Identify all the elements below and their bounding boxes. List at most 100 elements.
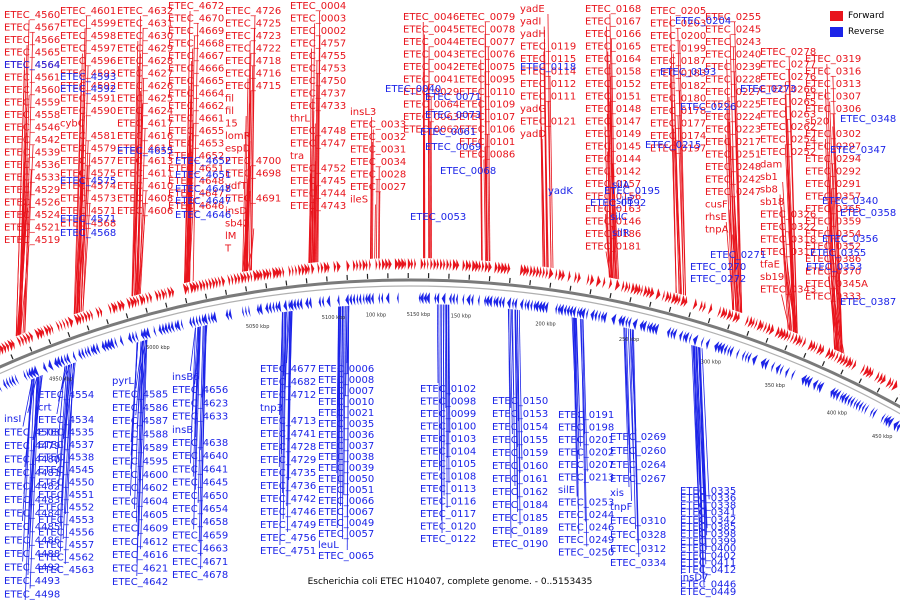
gene-label-reverse: ETEC_0006 (318, 364, 374, 375)
gene-label-forward: ETEC_4646 (168, 201, 224, 212)
reverse-connector (336, 306, 339, 474)
forward-gene-arrow (307, 263, 310, 276)
reverse-gene-arrow (161, 323, 166, 335)
reverse-gene-arrow (791, 369, 796, 381)
reverse-connector (696, 346, 705, 586)
gene-label-forward: ETEC_0043 (403, 50, 459, 61)
gene-label-forward: ETEC_4652 (168, 151, 224, 162)
gene-label-reverse: ETEC_4545 (38, 465, 94, 476)
reverse-gene-arrow (494, 295, 499, 308)
scale-label: 4950 kbp (49, 377, 73, 383)
reverse-gene-arrow (771, 361, 776, 373)
reverse-gene-arrow (654, 323, 660, 336)
forward-gene-arrow (82, 311, 88, 323)
forward-connector (192, 23, 199, 282)
gene-label-reverse: ETEC_0105 (420, 459, 476, 470)
forward-gene-arrow (336, 260, 341, 273)
gene-label-forward: ETEC_0278 (760, 47, 816, 58)
forward-gene-arrow (639, 284, 643, 297)
reverse-gene-arrow (744, 351, 750, 363)
gene-label-forward: ETEC_0044 (403, 37, 459, 48)
reverse-connector (194, 326, 201, 490)
gene-label-reverse: ETEC_4588 (112, 430, 168, 441)
forward-connector (80, 65, 89, 312)
forward-gene-arrow (670, 292, 677, 304)
forward-gene-arrow (443, 258, 446, 271)
scale-tick (727, 324, 730, 330)
reverse-gene-arrow (228, 308, 233, 321)
gene-label-reverse: ETEC_0153 (492, 409, 548, 420)
forward-gene-arrow (633, 283, 639, 295)
reverse-gene-arrow (198, 314, 202, 327)
reverse-gene-arrow (559, 303, 565, 316)
reverse-gene-arrow (538, 300, 543, 313)
reverse-connector (140, 339, 148, 550)
reverse-gene-arrow (195, 315, 199, 327)
forward-gene-arrow (646, 286, 651, 298)
forward-connector (76, 228, 85, 314)
reverse-connector (192, 327, 199, 411)
gene-label-forward: ETEC_4596 (60, 56, 116, 67)
forward-connector (788, 56, 798, 334)
forward-gene-arrow (401, 258, 406, 271)
reverse-gene-arrow (132, 331, 136, 343)
scale-tick (569, 285, 572, 291)
gene-label-reverse: ETEC_4641 (172, 464, 228, 475)
gene-label-forward: ETEC_0028 (350, 170, 406, 181)
reverse-connector (189, 327, 196, 372)
reverse-connector (288, 311, 292, 481)
reverse-gene-arrow (628, 316, 632, 329)
scale-tick (224, 289, 228, 295)
reverse-connector (336, 306, 340, 529)
forward-gene-arrow (833, 351, 839, 363)
reverse-gene-arrow (847, 395, 853, 407)
gene-label-forward: ETEC_0002 (290, 26, 346, 37)
reverse-gene-arrow (96, 342, 101, 354)
gene-label-forward: ETEC_4672 (168, 1, 224, 12)
gene-label-forward: ETEC_4626 (117, 81, 173, 92)
gene-label-forward: ETEC_4593 (60, 69, 116, 80)
forward-gene-arrow (888, 378, 894, 390)
forward-gene-arrow (561, 269, 565, 282)
forward-connector (313, 160, 316, 263)
gene-label-reverse: ETEC_4592 (60, 84, 116, 95)
gene-label-forward: ETEC_4519 (4, 235, 60, 246)
reverse-connector (193, 326, 200, 530)
reverse-gene-arrow (64, 353, 69, 366)
gene-label-forward: ETEC_4616 (117, 131, 173, 142)
scale-tick (707, 318, 711, 324)
gene-label-reverse: ETEC_4648 (175, 184, 231, 195)
forward-gene-arrow (230, 273, 234, 286)
forward-connector (673, 128, 680, 294)
reverse-gene-arrow (277, 300, 282, 313)
reverse-gene-arrow (441, 292, 446, 305)
reverse-gene-arrow (804, 375, 811, 387)
gene-label-forward: ETEC_4542 (4, 135, 60, 146)
gene-label-reverse: ETEC_0057 (318, 529, 374, 540)
gene-label-forward: ETEC_0203 (650, 19, 706, 30)
gene-label-forward: ETEC_4565 (4, 48, 60, 59)
forward-gene-arrow (126, 297, 131, 310)
gene-label-reverse: ETEC_4735 (260, 468, 316, 479)
gene-label-reverse: insB (172, 425, 193, 436)
forward-connector (787, 269, 797, 334)
reverse-gene-arrow (225, 308, 230, 321)
forward-gene-arrow (768, 323, 774, 336)
forward-gene-arrow (201, 279, 206, 291)
scale-tick (858, 378, 862, 384)
gene-label-forward: thrL (290, 114, 310, 125)
gene-label-reverse: ETEC_0161 (492, 474, 548, 485)
forward-gene-arrow (845, 356, 852, 368)
forward-gene-arrow (407, 258, 412, 271)
gene-label-reverse: ETEC_0073 (425, 110, 481, 121)
gene-label-reverse: tnpF (610, 502, 633, 513)
reverse-connector (344, 306, 348, 397)
gene-label-forward: ETEC_0294 (805, 154, 861, 165)
gene-label-forward: ETEC_0064 (403, 100, 459, 111)
forward-connector (832, 126, 843, 353)
reverse-connector (64, 363, 74, 565)
reverse-gene-arrow (816, 380, 822, 392)
reverse-connector (198, 325, 205, 543)
forward-gene-arrow (789, 332, 794, 344)
forward-gene-arrow (830, 349, 836, 361)
